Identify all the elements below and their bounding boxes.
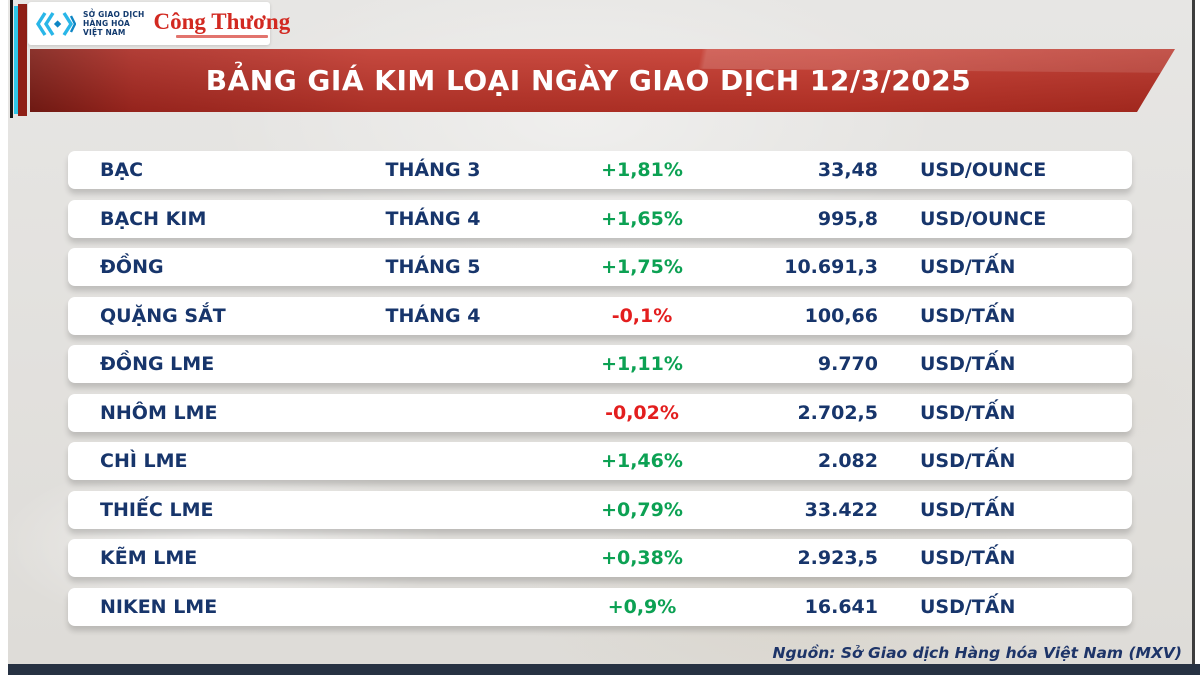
price-unit: USD/TẤN: [920, 304, 1016, 327]
mxv-text-line3: VIỆT NAM: [83, 28, 126, 37]
contract-month: THÁNG 4: [385, 207, 481, 230]
table-row: CHÌ LME +1,46% 2.082 USD/TẤN: [68, 442, 1132, 480]
table-row: QUẶNG SẮT THÁNG 4 -0,1% 100,66 USD/TẤN: [68, 296, 1132, 335]
page-title: BẢNG GIÁ KIM LOẠI NGÀY GIAO DỊCH 12/3/20…: [205, 64, 972, 97]
header-logo-plate: SỞ GIAO DỊCH HÀNG HÓA VIỆT NAM Công Thươ…: [28, 2, 290, 45]
price-value: 2.702,5: [797, 401, 878, 424]
price-value: 9.770: [817, 353, 878, 375]
change-percent: +1,75%: [601, 256, 683, 278]
table-row: BẠCH KIM THÁNG 4 +1,65% 995,8 USD/OUNCE: [68, 199, 1132, 238]
title-banner: BẢNG GIÁ KIM LOẠI NGÀY GIAO DỊCH 12/3/20…: [30, 49, 1175, 112]
change-percent: +1,81%: [601, 159, 683, 181]
price-unit: USD/TẤN: [920, 450, 1016, 472]
right-border-line: [1192, 0, 1195, 664]
metal-name: ĐỒNG LME: [100, 353, 215, 375]
metal-name: NIKEN LME: [100, 595, 218, 618]
metal-name: NHÔM LME: [100, 401, 218, 424]
table-row: BẠC THÁNG 3 +1,81% 33,48 USD/OUNCE: [68, 151, 1132, 189]
price-value: 33.422: [804, 498, 878, 521]
price-unit: USD/TẤN: [920, 401, 1016, 424]
price-unit: USD/TẤN: [920, 256, 1016, 278]
bottom-navy-bar: [8, 664, 1200, 675]
left-accent-stripe-black: [10, 0, 13, 118]
change-percent: +0,38%: [601, 547, 683, 569]
price-value: 33,48: [817, 159, 878, 181]
metal-name: KẼM LME: [100, 547, 198, 569]
change-percent: +1,65%: [601, 207, 683, 230]
table-row: KẼM LME +0,38% 2.923,5 USD/TẤN: [68, 539, 1132, 577]
table-row: THIẾC LME +0,79% 33.422 USD/TẤN: [68, 490, 1132, 529]
mxv-text-line2: HÀNG HÓA: [83, 19, 130, 28]
mxv-logo-icon: [36, 11, 76, 37]
congthuong-tagline-rule: [175, 34, 268, 38]
price-value: 2.082: [817, 450, 878, 472]
change-percent: -0,1%: [611, 304, 673, 327]
price-value: 10.691,3: [784, 256, 878, 278]
table-row: NIKEN LME +0,9% 16.641 USD/TẤN: [68, 587, 1132, 626]
metal-name: BẠC: [100, 159, 144, 181]
metal-name: QUẶNG SẮT: [100, 304, 226, 327]
metal-name: BẠCH KIM: [100, 207, 207, 230]
metal-name: ĐỒNG: [100, 256, 164, 278]
change-percent: +0,79%: [601, 498, 683, 521]
metal-name: CHÌ LME: [100, 450, 188, 472]
metal-name: THIẾC LME: [100, 498, 214, 521]
price-table: BẠC THÁNG 3 +1,81% 33,48 USD/OUNCE BẠCH …: [68, 151, 1132, 626]
mxv-text-line1: SỞ GIAO DỊCH: [83, 10, 145, 19]
price-unit: USD/TẤN: [920, 498, 1016, 521]
table-row: NHÔM LME -0,02% 2.702,5 USD/TẤN: [68, 393, 1132, 432]
left-accent-stripe-maroon: [18, 4, 27, 116]
price-unit: USD/TẤN: [920, 353, 1016, 375]
change-percent: +0,9%: [607, 595, 677, 618]
congthuong-wordmark: Công Thương: [153, 8, 291, 38]
price-unit: USD/TẤN: [920, 595, 1016, 618]
contract-month: THÁNG 3: [385, 159, 481, 181]
mxv-logo-text: SỞ GIAO DỊCH HÀNG HÓA VIỆT NAM: [83, 10, 145, 37]
table-row: ĐỒNG LME +1,11% 9.770 USD/TẤN: [68, 345, 1132, 383]
contract-month: THÁNG 5: [385, 256, 481, 278]
change-percent: -0,02%: [605, 401, 679, 424]
contract-month: THÁNG 4: [385, 304, 481, 327]
price-value: 16.641: [804, 595, 878, 618]
left-accent-stripe-cyan: [14, 6, 18, 114]
change-percent: +1,46%: [601, 450, 683, 472]
price-value: 2.923,5: [797, 547, 878, 569]
table-row: ĐỒNG THÁNG 5 +1,75% 10.691,3 USD/TẤN: [68, 248, 1132, 286]
price-value: 995,8: [817, 207, 878, 230]
congthuong-title: Công Thương: [153, 8, 291, 34]
price-unit: USD/OUNCE: [920, 159, 1047, 181]
price-unit: USD/OUNCE: [920, 207, 1047, 230]
change-percent: +1,11%: [601, 353, 683, 375]
price-unit: USD/TẤN: [920, 547, 1016, 569]
source-credit: Nguồn: Sở Giao dịch Hàng hóa Việt Nam (M…: [772, 644, 1182, 662]
price-value: 100,66: [804, 304, 878, 327]
